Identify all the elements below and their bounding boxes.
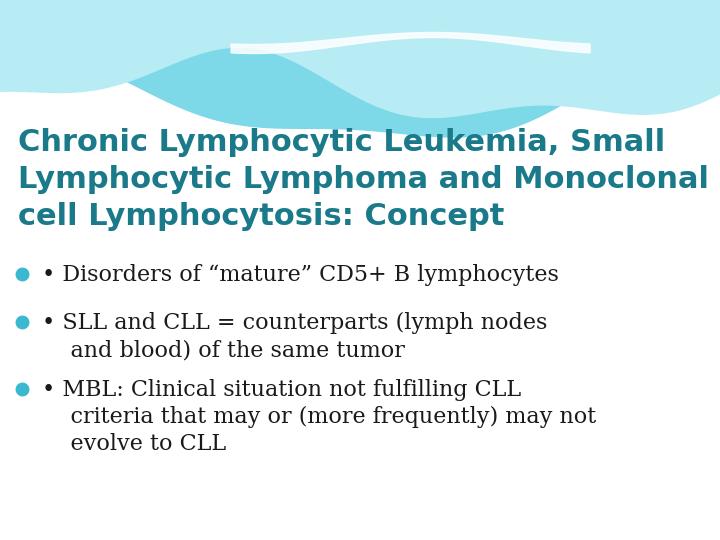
Text: • Disorders of “mature” CD5+ B lymphocytes: • Disorders of “mature” CD5+ B lymphocyt… — [42, 264, 559, 286]
Text: Chronic Lymphocytic Leukemia, Small: Chronic Lymphocytic Leukemia, Small — [18, 128, 665, 157]
Text: cell Lymphocytosis: Concept: cell Lymphocytosis: Concept — [18, 202, 505, 231]
Text: • MBL: Clinical situation not fulfilling CLL: • MBL: Clinical situation not fulfilling… — [42, 379, 521, 401]
Text: • SLL and CLL = counterparts (lymph nodes: • SLL and CLL = counterparts (lymph node… — [42, 312, 547, 334]
Text: criteria that may or (more frequently) may not: criteria that may or (more frequently) m… — [42, 406, 596, 428]
Text: and blood) of the same tumor: and blood) of the same tumor — [42, 339, 405, 361]
Text: Lymphocytic Lymphoma and Monoclonal B-: Lymphocytic Lymphoma and Monoclonal B- — [18, 165, 720, 194]
Text: evolve to CLL: evolve to CLL — [42, 433, 226, 455]
